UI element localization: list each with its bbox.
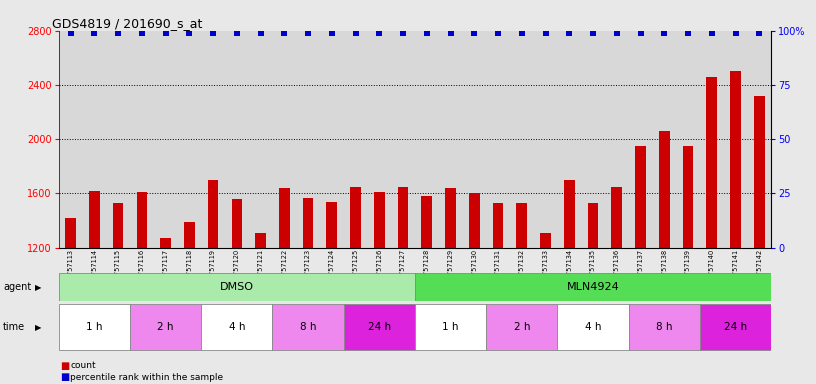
Point [539,30,552,36]
Bar [202,304,273,350]
Text: 4 h: 4 h [585,322,601,333]
Point [206,30,220,36]
Bar [350,187,361,248]
Text: 8 h: 8 h [656,322,672,333]
Bar [611,187,622,248]
Bar [517,203,527,248]
Text: MLN4924: MLN4924 [566,282,619,292]
Point [88,30,101,36]
Bar [113,203,123,248]
Point [634,30,647,36]
Bar [136,192,147,248]
Point [64,30,78,36]
Point [444,30,457,36]
Point [587,30,600,36]
Point [729,30,742,36]
Point [159,30,172,36]
Bar [160,238,171,248]
Point [610,30,623,36]
Bar [59,273,415,301]
Point [491,30,504,36]
Point [563,30,576,36]
Bar [344,304,415,350]
Bar [557,304,628,350]
Point [254,30,267,36]
Text: 24 h: 24 h [368,322,391,333]
Point [373,30,386,36]
Bar [184,222,195,248]
Point [135,30,149,36]
Bar [208,180,219,248]
Bar [754,96,765,248]
Bar [232,199,242,248]
Point [230,30,243,36]
Point [302,30,315,36]
Point [397,30,410,36]
Bar [493,203,503,248]
Bar [255,233,266,248]
Bar [65,218,76,248]
Text: 1 h: 1 h [442,322,459,333]
Point [183,30,196,36]
Bar [279,188,290,248]
Bar [130,304,202,350]
Text: 24 h: 24 h [724,322,747,333]
Point [349,30,362,36]
Bar [422,196,432,248]
Point [515,30,528,36]
Text: 8 h: 8 h [299,322,317,333]
Text: DMSO: DMSO [220,282,254,292]
Point [277,30,290,36]
Point [752,30,765,36]
Bar [415,273,771,301]
Bar [415,304,486,350]
Point [326,30,339,36]
Bar [446,188,456,248]
Text: count: count [70,361,95,370]
Text: 1 h: 1 h [86,322,103,333]
Bar [486,304,557,350]
Text: 2 h: 2 h [513,322,530,333]
Text: 4 h: 4 h [228,322,245,333]
Point [705,30,718,36]
Text: ■: ■ [60,372,69,382]
Point [468,30,481,36]
Bar [397,187,408,248]
Point [681,30,694,36]
Text: ▶: ▶ [35,283,42,291]
Bar [374,192,384,248]
Point [658,30,671,36]
Bar [635,146,645,248]
Text: GDS4819 / 201690_s_at: GDS4819 / 201690_s_at [51,17,202,30]
Bar [469,194,480,248]
Text: agent: agent [3,282,32,292]
Bar [273,304,344,350]
Bar [59,304,130,350]
Text: percentile rank within the sample: percentile rank within the sample [70,372,224,382]
Bar [730,71,741,248]
Text: ▶: ▶ [35,323,42,332]
Point [112,30,125,36]
Bar [540,233,551,248]
Text: time: time [3,322,25,333]
Bar [683,146,694,248]
Text: 2 h: 2 h [157,322,174,333]
Bar [89,191,100,248]
Text: ■: ■ [60,361,69,371]
Point [420,30,433,36]
Bar [659,131,670,248]
Bar [303,197,313,248]
Bar [700,304,771,350]
Bar [588,203,598,248]
Bar [326,202,337,248]
Bar [564,180,574,248]
Bar [707,77,717,248]
Bar [628,304,700,350]
